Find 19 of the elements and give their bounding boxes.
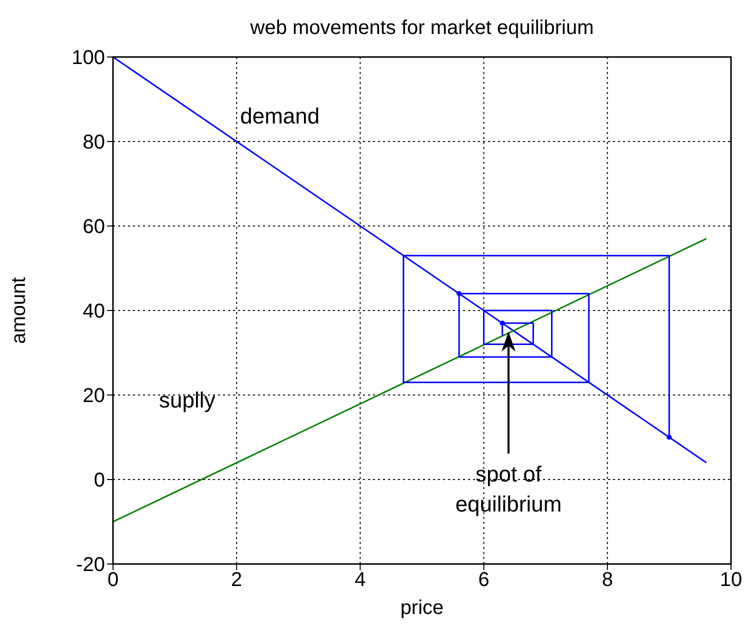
chart-title: web movements for market equilibrium	[249, 17, 594, 39]
y-tick-label: 100	[72, 47, 105, 70]
annotation: suplly	[159, 388, 216, 413]
annotation: spot of equilibrium	[455, 462, 562, 517]
x-tick-label: 2	[231, 569, 242, 592]
y-tick-label: -20	[76, 554, 105, 576]
y-axis-title: amount	[8, 276, 30, 344]
y-tick-label: 40	[82, 300, 105, 323]
x-tick-label: 4	[354, 569, 366, 592]
y-tick-label: 80	[82, 132, 105, 154]
y-tick-label: 20	[82, 385, 105, 408]
y-tick-label: 0	[94, 470, 105, 492]
x-tick-label: 6	[478, 569, 490, 592]
x-axis-title: price	[400, 597, 444, 619]
x-tick-label: 10	[720, 569, 742, 592]
annotation: demand	[240, 104, 320, 129]
x-tick-label: 8	[602, 569, 613, 592]
x-tick-label: 0	[107, 569, 119, 592]
y-tick-label: 60	[82, 216, 105, 238]
